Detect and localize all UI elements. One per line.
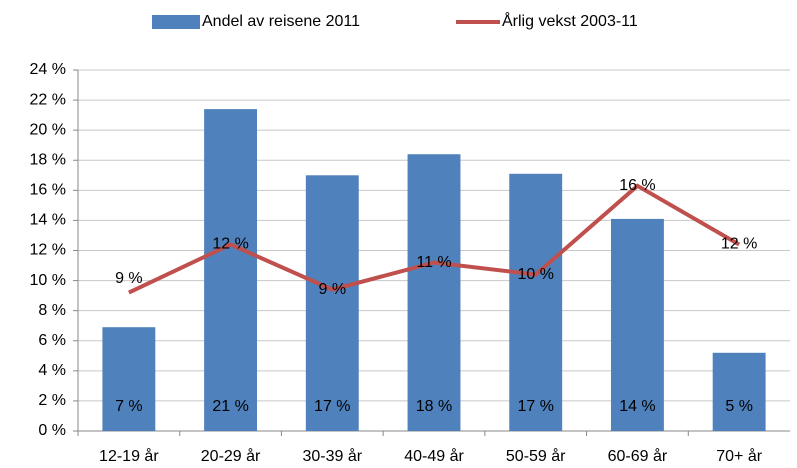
x-tick-label: 50-59 år — [506, 447, 566, 465]
bar — [102, 327, 156, 431]
bar — [712, 352, 766, 431]
bar-value-label: 5 % — [725, 398, 753, 415]
y-tick-label: 16 % — [30, 182, 66, 199]
bar — [204, 109, 258, 431]
bar — [305, 175, 359, 431]
x-tick-label: 12-19 år — [99, 447, 159, 465]
line-value-label: 12 % — [212, 236, 248, 253]
legend-label: Årlig vekst 2003-11 — [502, 11, 638, 30]
line-value-label: 16 % — [619, 177, 655, 194]
y-tick-label: 8 % — [38, 302, 66, 319]
y-tick-label: 6 % — [38, 332, 66, 349]
line-value-label: 12 % — [721, 236, 757, 253]
bar-value-label: 7 % — [115, 398, 143, 415]
x-tick-label: 60-69 år — [608, 447, 668, 465]
bar-value-label: 21 % — [212, 398, 248, 415]
x-tick-label: 70+ år — [716, 447, 762, 465]
x-tick-label: 30-39 år — [302, 447, 362, 465]
bar-value-label: 17 % — [314, 398, 350, 415]
bar-value-label: 17 % — [517, 398, 553, 415]
y-tick-label: 24 % — [30, 61, 66, 78]
x-tick-label: 40-49 år — [404, 447, 464, 465]
y-tick-label: 10 % — [30, 272, 66, 289]
y-tick-label: 12 % — [30, 242, 66, 259]
line — [128, 183, 741, 295]
x-tick-label: 20-29 år — [201, 447, 261, 465]
y-tick-label: 14 % — [30, 212, 66, 229]
line-value-label: 10 % — [517, 266, 553, 283]
bar-value-label: 18 % — [416, 398, 452, 415]
y-tick-label: 0 % — [38, 422, 66, 439]
legend-label: Andel av reisene 2011 — [202, 13, 360, 30]
y-tick-label: 22 % — [30, 91, 66, 108]
y-tick-label: 4 % — [38, 362, 66, 379]
bar-value-label: 14 % — [619, 398, 655, 415]
line-value-label: 9 % — [115, 270, 143, 287]
legend-swatch — [152, 15, 200, 29]
y-tick-label: 18 % — [30, 151, 66, 168]
line-value-label: 9 % — [318, 281, 346, 298]
y-tick-label: 2 % — [38, 392, 66, 409]
bar — [610, 218, 664, 431]
y-tick-label: 20 % — [30, 121, 66, 138]
line-value-label: 11 % — [416, 254, 451, 271]
bar — [407, 154, 461, 431]
bar — [509, 173, 563, 431]
